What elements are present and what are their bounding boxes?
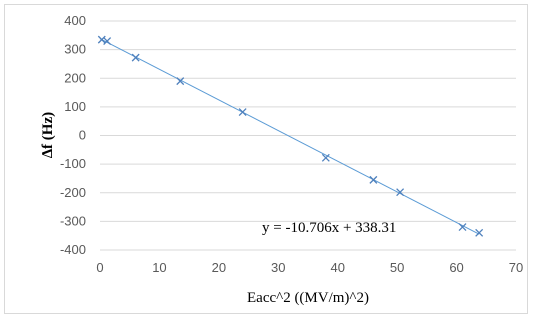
x-tick-label: 60 [449,260,463,275]
data-point-marker [103,37,112,45]
y-tick-label: 400 [64,13,86,28]
data-point-marker [238,108,247,116]
data-point-marker [396,188,405,197]
data-point-marker [131,53,140,62]
data-point-marker [458,223,467,232]
y-tick-label: -100 [60,156,86,171]
trendline [99,38,480,235]
data-point-marker [176,77,185,86]
y-tick-label: -200 [60,185,86,200]
y-axis-title: ∆f (Hz) [40,112,56,158]
x-tick-label: 40 [330,260,344,275]
x-tick-label: 70 [509,260,523,275]
data-point-marker [321,153,330,162]
y-tick-label: 200 [64,70,86,85]
x-axis-title: Eacc^2 ((MV/m)^2) [247,290,369,306]
x-tick-label: 50 [390,260,404,275]
y-tick-label: 300 [64,42,86,57]
tick-labels: 400 300 200 100 0 -100 -200 -300 -400 0 10 20 30 40 50… [60,13,523,275]
data-point-marker [475,228,484,237]
y-tick-label: -400 [60,242,86,257]
x-tick-label: 10 [152,260,166,275]
trendline-equation: y = -10.706x + 338.31 [262,220,396,236]
x-tick-label: 30 [271,260,285,275]
y-tick-label: 100 [64,99,86,114]
chart-frame [4,4,528,314]
x-tick-label: 0 [96,260,103,275]
x-tick-label: 20 [212,260,226,275]
y-tick-label: -300 [60,213,86,228]
gridlines [100,20,516,251]
trendline-group [99,38,480,235]
data-point-marker [369,175,378,184]
data-points [97,35,484,237]
y-tick-label: 0 [79,128,86,143]
data-point-marker [97,35,106,44]
